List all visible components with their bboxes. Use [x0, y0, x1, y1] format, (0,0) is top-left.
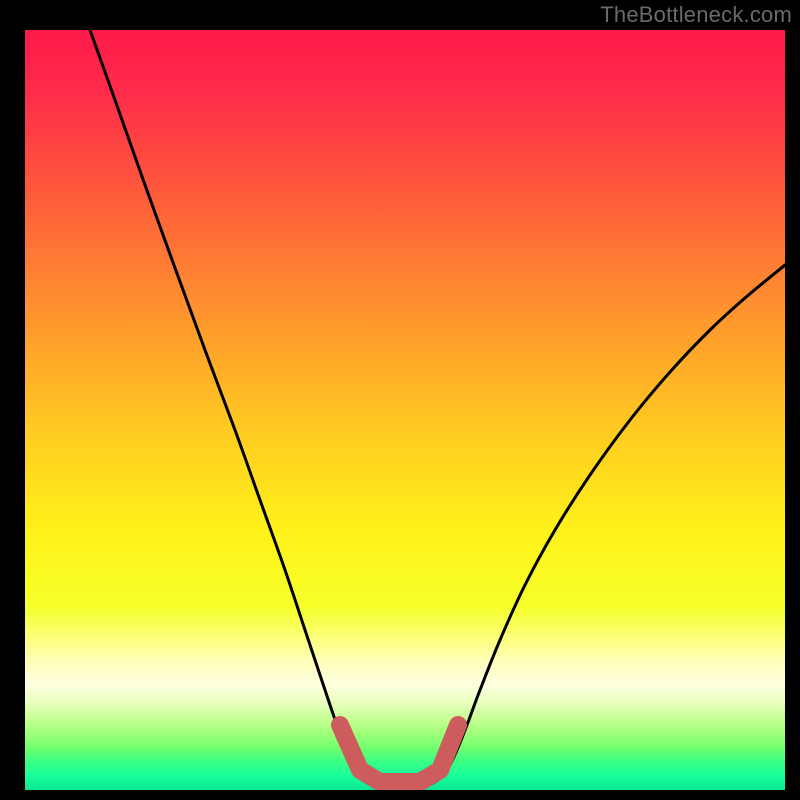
plot-area	[25, 30, 785, 790]
chart-frame: TheBottleneck.com	[0, 0, 800, 800]
bottleneck-curve-chart	[25, 30, 785, 790]
watermark-text: TheBottleneck.com	[600, 2, 792, 28]
gradient-background	[25, 30, 785, 790]
